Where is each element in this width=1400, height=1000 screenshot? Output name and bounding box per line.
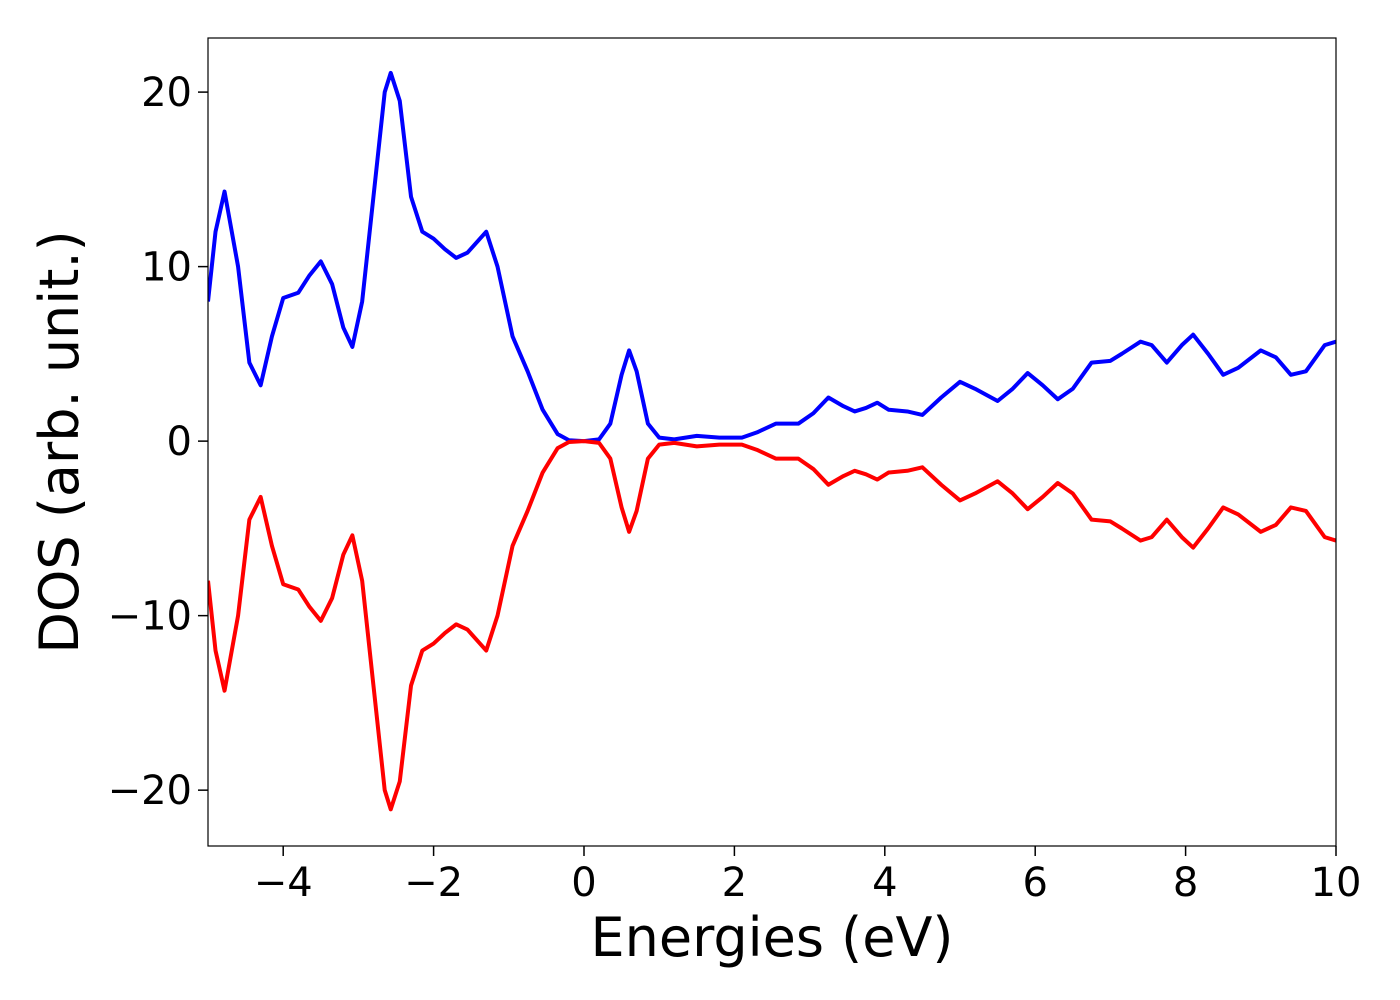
- x-tick-label: 10: [1311, 860, 1362, 906]
- y-tick-label: 10: [141, 245, 192, 291]
- series-line: [208, 439, 1336, 812]
- x-tick-label: 0: [571, 860, 596, 906]
- x-tick-label: 6: [1022, 860, 1047, 906]
- series-line: [208, 70, 1336, 444]
- x-tick-label: −2: [404, 860, 463, 906]
- x-tick-label: 4: [872, 860, 897, 906]
- x-tick-label: 2: [722, 860, 747, 906]
- y-tick-label: −20: [108, 768, 192, 814]
- plot-frame: [207, 37, 1337, 847]
- y-tick-label: −10: [108, 594, 192, 640]
- y-axis-label: DOS (arb. unit.): [28, 230, 91, 653]
- y-tick-label: 0: [167, 419, 192, 465]
- x-axis-label: Energies (eV): [591, 906, 954, 969]
- y-tick-label: 20: [141, 70, 192, 116]
- x-tick-label: −4: [254, 860, 313, 906]
- x-tick-label: 8: [1173, 860, 1198, 906]
